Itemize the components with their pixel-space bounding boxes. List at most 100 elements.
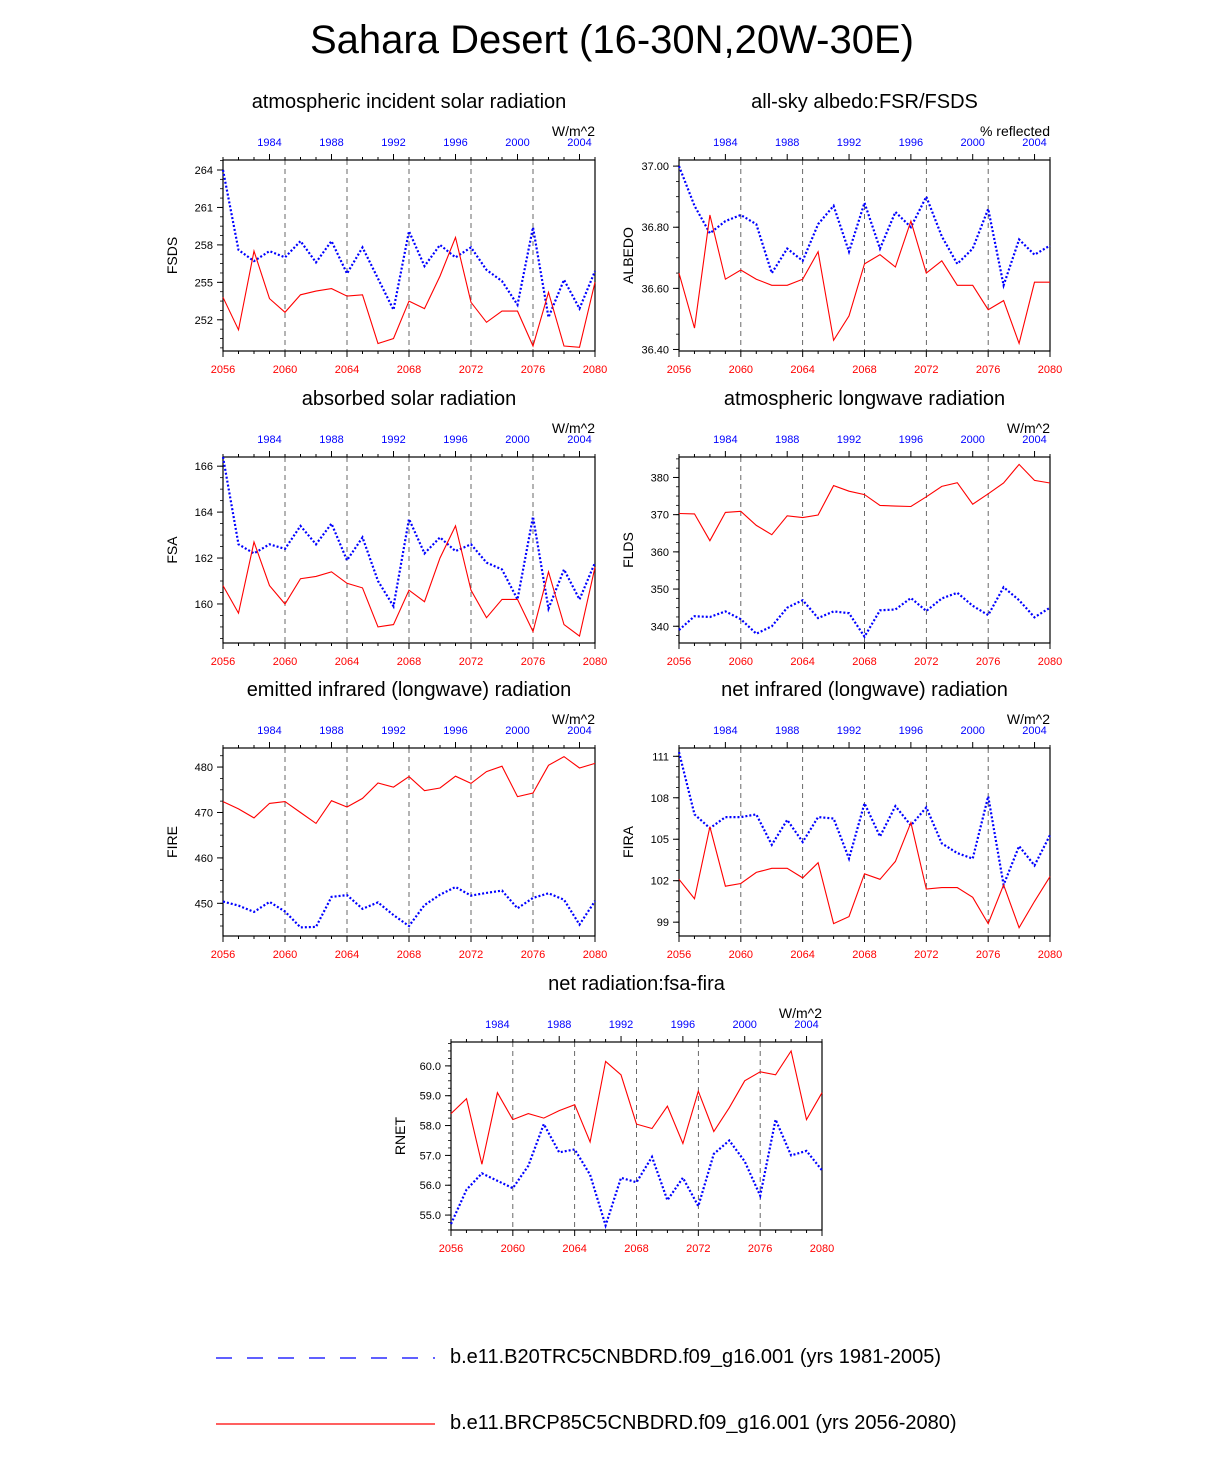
x-tick-label-bottom: 2080 [1038,949,1062,961]
x-tick-label-top: 1984 [485,1019,509,1031]
x-tick-label-top: 1984 [257,725,281,737]
chart-units: W/m^2 [552,711,595,727]
legend-entry-hist: b.e11.B20TRC5CNBDRD.f09_g16.001 (yrs 198… [210,1346,941,1375]
x-tick-label-bottom: 2060 [273,364,297,376]
x-tick-label-top: 1992 [381,137,405,149]
x-tick-label-top: 2004 [567,725,591,737]
x-tick-label-bottom: 2072 [914,949,938,961]
x-tick-label-bottom: 2056 [667,656,691,668]
x-tick-label-top: 1992 [381,725,405,737]
x-tick-label-bottom: 2080 [583,364,607,376]
y-tick-label: 105 [651,834,669,846]
y-tick-label: 55.0 [420,1210,441,1222]
chart-title: absorbed solar radiation [302,388,517,410]
x-tick-label-bottom: 2060 [729,364,753,376]
series-line-hist [222,885,596,929]
x-tick-label-top: 2000 [960,725,984,737]
x-tick-label-bottom: 2068 [397,656,421,668]
x-tick-label-top: 1996 [443,725,467,737]
series-line-future [450,1049,823,1165]
y-tick-label: 380 [651,472,669,484]
x-tick-label-bottom: 2064 [335,364,359,376]
x-tick-label-bottom: 2064 [790,364,814,376]
x-tick-label-top: 1996 [899,137,923,149]
x-tick-label-bottom: 2056 [439,1243,463,1255]
chart-panel-fire: emitted infrared (longwave) radiation W/m… [164,679,607,961]
series-line-hist [678,585,1051,639]
chart-panel-fsds: atmospheric incident solar radiation W/m^… [164,91,607,376]
series-line-future [222,755,596,825]
chart-units: W/m^2 [779,1005,822,1021]
y-tick-label: 255 [195,277,213,289]
y-tick-label: 37.00 [641,161,669,173]
chart-title: atmospheric incident solar radiation [252,91,567,113]
series-line-hist [449,1115,823,1230]
y-tick-label: 166 [195,461,213,473]
x-tick-label-top: 1988 [775,725,799,737]
x-tick-label-bottom: 2080 [1038,364,1062,376]
y-tick-label: 36.60 [641,283,669,295]
y-tick-label: 460 [195,853,213,865]
x-tick-label-bottom: 2072 [914,364,938,376]
y-tick-label: 36.40 [641,344,669,356]
y-tick-label: 258 [195,240,213,252]
x-tick-label-bottom: 2056 [211,656,235,668]
x-tick-label-top: 2000 [960,137,984,149]
x-tick-label-top: 1988 [775,137,799,149]
x-tick-label-top: 2004 [1022,137,1046,149]
chart-units: W/m^2 [1007,711,1050,727]
series-line-hist [677,751,1051,889]
x-tick-label-bottom: 2056 [211,949,235,961]
y-tick-label: 59.0 [420,1091,441,1103]
chart-panel-rnet: net radiation:fsa-fira W/m^2 2056 2060 2064 2… [392,973,834,1255]
x-tick-label-bottom: 2064 [335,949,359,961]
y-tick-label: 264 [195,165,213,177]
y-tick-label: 261 [195,202,213,214]
chart-title: atmospheric longwave radiation [724,388,1005,410]
x-tick-label-bottom: 2064 [790,949,814,961]
x-tick-label-bottom: 2080 [583,656,607,668]
x-tick-label-bottom: 2064 [790,656,814,668]
y-axis-label: ALBEDO [620,227,636,284]
y-tick-label: 350 [651,584,669,596]
x-tick-label-bottom: 2068 [397,364,421,376]
x-tick-label-top: 2004 [567,137,591,149]
x-tick-label-bottom: 2080 [1038,656,1062,668]
x-tick-label-bottom: 2072 [459,656,483,668]
y-tick-label: 56.0 [420,1180,441,1192]
chart-title: emitted infrared (longwave) radiation [247,679,572,701]
x-tick-label-top: 1992 [837,725,861,737]
chart-title: all-sky albedo:FSR/FSDS [751,91,978,113]
x-tick-label-bottom: 2064 [562,1243,586,1255]
x-tick-label-top: 1996 [899,725,923,737]
y-tick-label: 60.0 [420,1061,441,1073]
x-tick-label-top: 1988 [319,137,343,149]
x-tick-label-top: 2000 [505,434,529,446]
chart-units: % reflected [980,123,1050,139]
x-tick-label-top: 1984 [713,137,737,149]
y-axis-label: RNET [392,1117,408,1156]
x-tick-label-bottom: 2072 [914,656,938,668]
x-tick-label-top: 1984 [713,434,737,446]
x-tick-label-bottom: 2076 [748,1243,772,1255]
chart-panel-albedo: all-sky albedo:FSR/FSDS% reflected 2056 20… [620,91,1062,376]
x-tick-label-bottom: 2060 [273,656,297,668]
x-tick-label-bottom: 2076 [521,949,545,961]
x-tick-label-top: 1988 [319,434,343,446]
x-tick-label-top: 1996 [443,137,467,149]
x-tick-label-top: 1996 [671,1019,695,1031]
chart-units: W/m^2 [552,123,595,139]
y-tick-label: 450 [195,898,213,910]
y-tick-label: 111 [652,751,669,763]
x-tick-label-top: 2000 [960,434,984,446]
series-line-hist [221,456,597,613]
x-tick-label-top: 1992 [837,434,861,446]
y-tick-label: 102 [651,876,669,888]
x-tick-label-top: 1992 [609,1019,633,1031]
x-tick-label-top: 1996 [443,434,467,446]
y-tick-label: 480 [195,762,213,774]
series-line-future [678,463,1051,542]
x-tick-label-top: 1992 [837,137,861,149]
